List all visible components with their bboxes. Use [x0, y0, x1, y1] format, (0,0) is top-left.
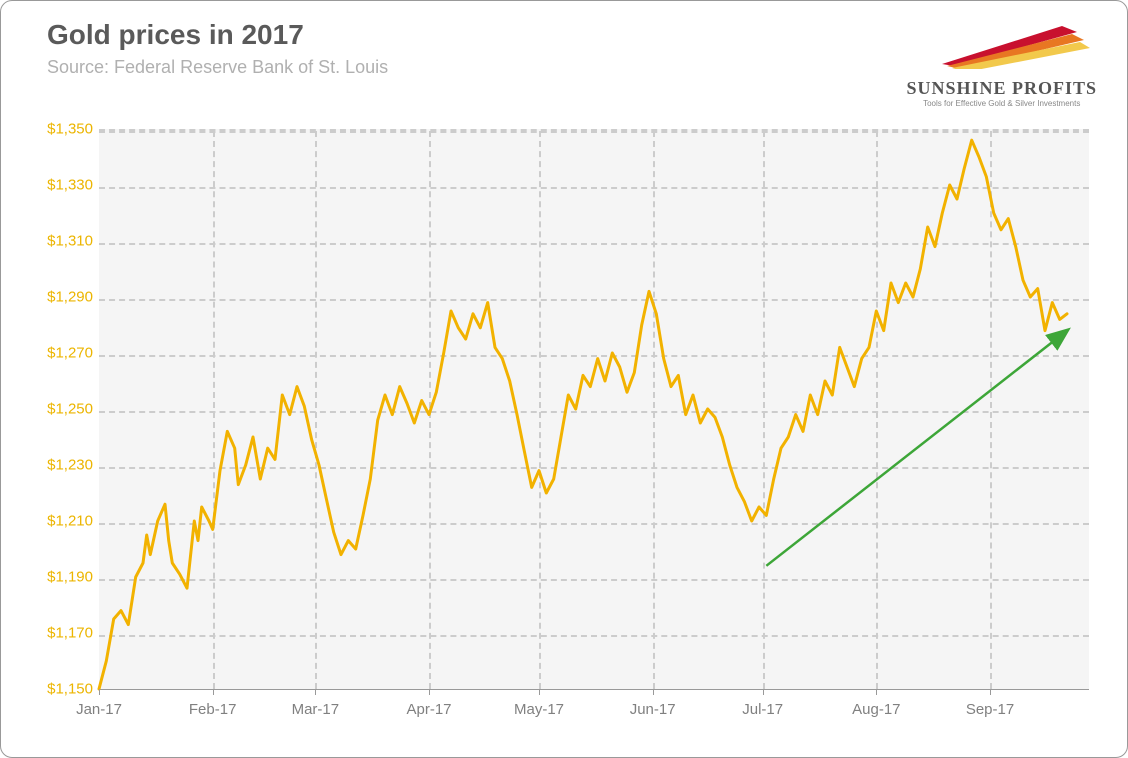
line-series — [99, 129, 1089, 689]
x-axis-tick — [213, 689, 214, 695]
x-axis-label: Feb-17 — [189, 701, 237, 718]
logo-rays-icon — [912, 19, 1092, 69]
y-axis-label: $1,150 — [13, 681, 93, 698]
chart-container: Gold prices in 2017 Source: Federal Rese… — [0, 0, 1128, 758]
logo-tagline: Tools for Effective Gold & Silver Invest… — [906, 99, 1097, 108]
y-axis-label: $1,290 — [13, 289, 93, 306]
x-axis-tick — [315, 689, 316, 695]
y-axis-label: $1,170 — [13, 625, 93, 642]
y-axis-label: $1,330 — [13, 177, 93, 194]
x-axis-tick — [99, 689, 100, 695]
x-axis-label: Mar-17 — [292, 701, 340, 718]
y-axis-label: $1,210 — [13, 513, 93, 530]
brand-logo: SUNSHINE PROFITS Tools for Effective Gol… — [906, 19, 1097, 108]
logo-wordmark: SUNSHINE PROFITS — [906, 78, 1097, 99]
x-axis-label: Sep-17 — [966, 701, 1014, 718]
chart-title: Gold prices in 2017 — [47, 19, 388, 51]
y-axis-label: $1,310 — [13, 233, 93, 250]
y-axis-label: $1,230 — [13, 457, 93, 474]
x-axis-label: May-17 — [514, 701, 564, 718]
x-axis-label: Apr-17 — [406, 701, 451, 718]
x-axis-label: Aug-17 — [852, 701, 900, 718]
chart-header: Gold prices in 2017 Source: Federal Rese… — [47, 19, 388, 78]
y-axis-label: $1,190 — [13, 569, 93, 586]
x-axis-label: Jul-17 — [742, 701, 783, 718]
x-axis-label: Jan-17 — [76, 701, 122, 718]
y-axis-label: $1,270 — [13, 345, 93, 362]
x-axis-tick — [429, 689, 430, 695]
x-axis-tick — [876, 689, 877, 695]
x-axis-tick — [990, 689, 991, 695]
x-axis-tick — [539, 689, 540, 695]
chart-subtitle: Source: Federal Reserve Bank of St. Loui… — [47, 57, 388, 78]
x-axis-label: Jun-17 — [630, 701, 676, 718]
y-axis-label: $1,350 — [13, 121, 93, 138]
x-axis-tick — [653, 689, 654, 695]
y-axis-label: $1,250 — [13, 401, 93, 418]
x-axis-tick — [763, 689, 764, 695]
x-axis-line — [99, 689, 1089, 690]
